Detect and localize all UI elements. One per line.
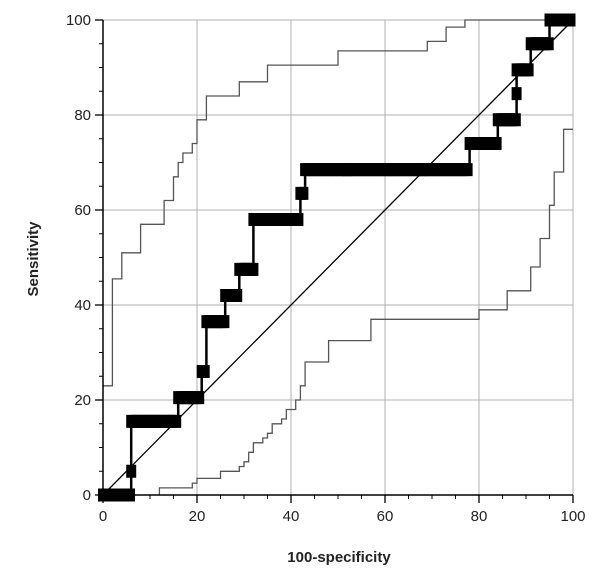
roc-marker xyxy=(510,113,521,127)
y-tick-label: 20 xyxy=(74,392,91,409)
roc-marker xyxy=(565,13,576,27)
x-tick-label: 0 xyxy=(99,508,107,525)
roc-marker xyxy=(232,289,243,302)
roc-marker xyxy=(293,213,304,226)
x-tick-label: 100 xyxy=(560,508,585,525)
y-tick-label: 80 xyxy=(74,107,91,124)
y-axis-title: Sensitivity xyxy=(25,221,42,297)
x-axis-title: 100-specificity xyxy=(287,549,391,566)
roc-marker xyxy=(199,365,210,378)
reference-diagonal xyxy=(102,19,574,496)
ci-upper-line xyxy=(103,19,573,387)
roc-marker xyxy=(523,63,534,77)
roc-marker xyxy=(248,262,259,276)
roc-marker xyxy=(171,414,182,428)
x-tick-label: 40 xyxy=(283,508,300,525)
axes xyxy=(95,19,574,503)
roc-marker xyxy=(462,163,473,177)
y-tick-label: 60 xyxy=(74,202,91,219)
y-tick-label: 100 xyxy=(66,12,91,29)
roc-marker xyxy=(543,37,554,51)
x-tick-label: 60 xyxy=(377,508,394,525)
roc-markers xyxy=(98,13,576,502)
roc-marker xyxy=(298,186,309,200)
x-tick-label: 20 xyxy=(189,508,206,525)
roc-marker xyxy=(219,315,230,329)
roc-marker xyxy=(511,87,522,101)
y-tick-label: 0 xyxy=(83,487,91,504)
y-tick-label: 40 xyxy=(74,297,91,314)
grid-lines xyxy=(102,19,574,496)
x-tick-label: 80 xyxy=(471,508,488,525)
ci-lower-line xyxy=(158,128,573,495)
roc-marker xyxy=(491,137,502,150)
roc-marker xyxy=(126,464,137,478)
tick-labels: 0 20 40 60 80 100 0 20 40 60 80 100 xyxy=(66,12,586,525)
roc-marker xyxy=(194,391,205,405)
